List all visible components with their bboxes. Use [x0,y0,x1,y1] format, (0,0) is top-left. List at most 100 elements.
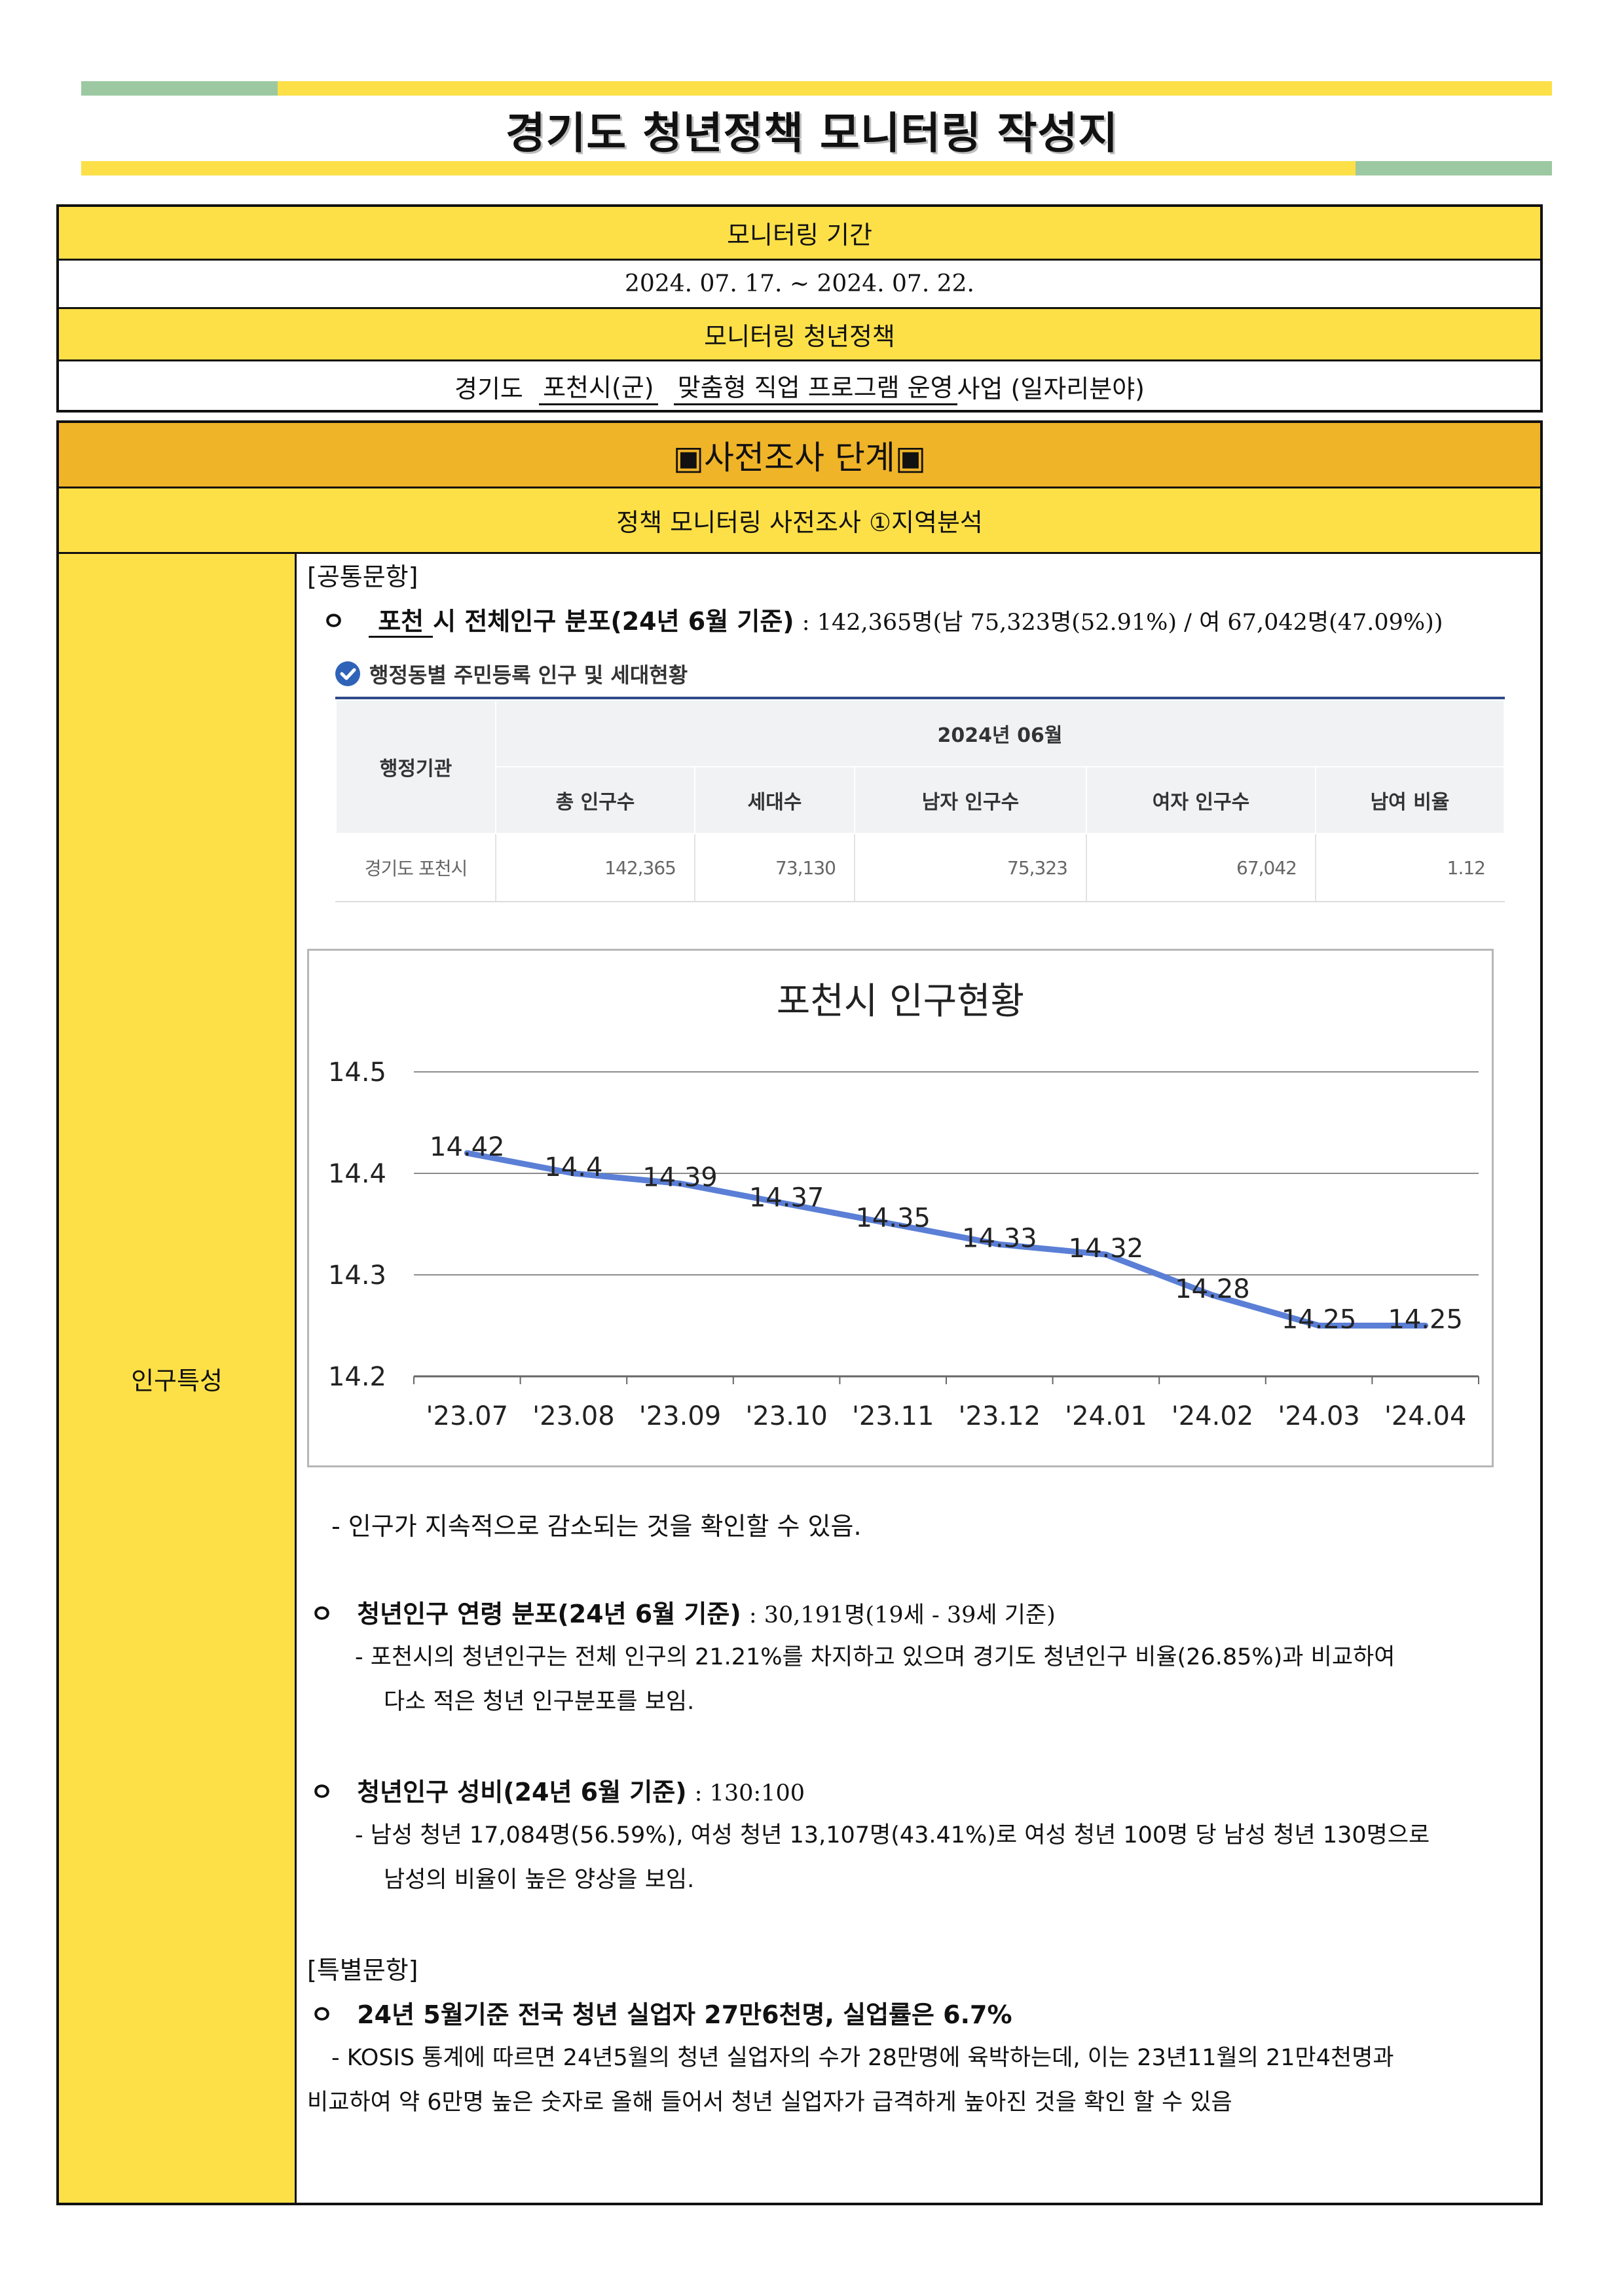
check-circle-icon [335,661,360,686]
title-bar-bottom-yellow [81,161,1356,175]
youth-sex-line: ㅇ 청년인구 성비(24년 6월 기준) : 130:100 [310,1772,805,1808]
x-tick-label: '24.02 [1172,1401,1254,1431]
special-note-1: - KOSIS 통계에 따르면 24년5월의 청년 실업자의 수가 28만명에 … [331,2045,1394,2071]
org-header: 행정기관 [335,699,496,834]
stage-title-text: ▣사전조사 단계▣ [673,438,927,477]
policy-label-text: 모니터링 청년정책 [704,322,895,351]
y-tick-label: 14.5 [328,1057,386,1088]
bullet-4: ㅇ [310,2000,333,2029]
title-bar-bottom-green [1356,161,1552,175]
special-bullet-text: 24년 5월기준 전국 청년 실업자 27만6천명, 실업률은 6.7% [357,2000,1012,2029]
period-label: 모니터링 기간 [59,207,1540,261]
data-label: 14.25 [1388,1305,1463,1335]
table-top-rule [335,697,1505,699]
stage-subtitle: 정책 모니터링 사전조사 ①지역분석 [59,488,1540,554]
special-heading: [특별문항] [307,1956,418,1985]
x-tick-label: '23.08 [532,1401,615,1431]
data-point [1210,1293,1215,1297]
youth-dist-label: 청년인구 연령 분포(24년 6월 기준) [357,1600,741,1628]
policy-label: 모니터링 청년정책 [59,309,1540,361]
policy-suffix: 사업 (일자리분야) [957,374,1145,403]
col-male: 남자 인구수 [854,766,1087,834]
col-households: 세대수 [694,766,855,834]
side-label-cell: 인구특성 [59,554,297,2203]
youth-dist-note-2: 다소 적은 청년 인구분포를 보임. [384,1689,695,1715]
youth-sex-note-2: 남성의 비율이 높은 양상을 보임. [384,1867,695,1893]
y-tick-label: 14.2 [328,1362,386,1392]
data-label: 14.25 [1282,1305,1357,1335]
data-label: 14.32 [1069,1234,1144,1264]
policy-name: 맞춤형 직업 프로그램 운영 [673,367,957,405]
data-point [1423,1323,1428,1328]
data-point [1317,1323,1321,1328]
trend-note: - 인구가 지속적으로 감소되는 것을 확인할 수 있음. [331,1512,862,1541]
period-header: 2024년 06월 [495,699,1505,767]
x-tick-label: '23.07 [426,1401,509,1431]
x-tick-label: '24.01 [1065,1401,1147,1431]
youth-dist-note-1: - 포천시의 청년인구는 전체 인구의 21.21%를 차지하고 있으며 경기도… [355,1644,1395,1670]
data-point [571,1171,576,1175]
val-households: 73,130 [694,833,855,902]
period-value: 2024. 07. 17. ~ 2024. 07. 22. [59,261,1540,309]
val-male: 75,323 [854,833,1087,902]
x-tick-label: '24.04 [1384,1401,1467,1431]
policy-prefix: 경기도 [454,374,523,403]
population-chart: 포천시 인구현황 14.2 14.3 14.4 14.5 '23.07 '23.08 '2… [307,949,1494,1467]
data-label: 14.4 [544,1152,602,1183]
col-female: 여자 인구수 [1086,766,1316,834]
x-tick-label: '23.09 [639,1401,722,1431]
page-title: 경기도 청년정책 모니터링 작성지 [505,108,1118,158]
youth-sex-value: : 130:100 [694,1780,805,1807]
data-label: 14.35 [855,1203,931,1234]
data-point [1103,1253,1108,1257]
youth-dist-value: : 30,191명(19세 - 39세 기준) [748,1602,1056,1628]
data-label: 14.37 [749,1183,824,1213]
row-label: 경기도 포천시 [335,833,496,902]
pop-label: 시 전체인구 분포(24년 6월 기준) [433,607,794,636]
data-label: 14.42 [430,1132,505,1162]
policy-value: 경기도 포천시(군) 맞춤형 직업 프로그램 운영 사업 (일자리분야) [59,361,1540,411]
bullet-2: ㅇ [310,1600,333,1628]
table-caption: 행정동별 주민등록 인구 및 세대현황 [335,659,688,689]
data-point [465,1151,470,1155]
special-note-2: 비교하여 약 6만명 높은 숫자로 올해 들어서 청년 실업자가 급격하게 높아… [307,2089,1232,2116]
table-bottom-rule [335,901,1505,902]
youth-sex-label: 청년인구 성비(24년 6월 기준) [357,1778,687,1807]
y-tick-label: 14.3 [328,1260,386,1291]
pop-line: ㅇ 포천 시 전체인구 분포(24년 6월 기준) : 142,365명(남 75… [322,601,1443,638]
youth-dist-line: ㅇ 청년인구 연령 분포(24년 6월 기준) : 30,191명(19세 - … [310,1594,1056,1630]
title-bar-top-yellow [278,81,1552,96]
common-heading: [공통문항] [307,562,418,591]
x-tick-label: '23.10 [745,1401,828,1431]
period-value-text: 2024. 07. 17. ~ 2024. 07. 22. [625,270,974,297]
table-caption-text: 행정동별 주민등록 인구 및 세대현황 [369,663,688,688]
title-bar-top-green [81,81,278,96]
data-point [891,1222,895,1226]
val-total: 142,365 [495,833,695,902]
stage-table: ▣사전조사 단계▣ 정책 모니터링 사전조사 ①지역분석 인구특성 [56,420,1543,2205]
x-tick-label: '23.11 [852,1401,934,1431]
data-point [997,1242,1002,1247]
val-female: 67,042 [1086,833,1316,902]
x-tick-label: '23.12 [959,1401,1041,1431]
data-label: 14.39 [642,1163,718,1193]
y-tick-label: 14.4 [328,1159,386,1189]
policy-city: 포천시(군) [539,367,658,405]
col-ratio: 남여 비율 [1315,766,1505,834]
side-label: 인구특성 [131,1366,223,1395]
val-ratio: 1.12 [1315,833,1505,902]
col-total: 총 인구수 [495,766,695,834]
chart-title: 포천시 인구현황 [777,980,1024,1023]
youth-sex-note-1: - 남성 청년 17,084명(56.59%), 여성 청년 13,107명(4… [355,1822,1430,1848]
stage-title: ▣사전조사 단계▣ [59,423,1540,488]
series-line [464,1150,1429,1329]
population-table: 행정기관 2024년 06월 총 인구수 세대수 남자 인구수 여자 인구수 남… [335,699,1505,902]
bullet-3: ㅇ [310,1778,333,1807]
info-table: 모니터링 기간 2024. 07. 17. ~ 2024. 07. 22. 모니… [56,204,1543,413]
bullet-1: ㅇ [322,607,345,636]
data-label: 14.28 [1175,1274,1250,1304]
chart-svg: 포천시 인구현황 14.2 14.3 14.4 14.5 '23.07 '23.08 '2… [328,980,1479,1431]
pop-city: 포천 [369,607,434,638]
x-tick-label: '24.03 [1278,1401,1360,1431]
data-label: 14.33 [962,1224,1037,1254]
